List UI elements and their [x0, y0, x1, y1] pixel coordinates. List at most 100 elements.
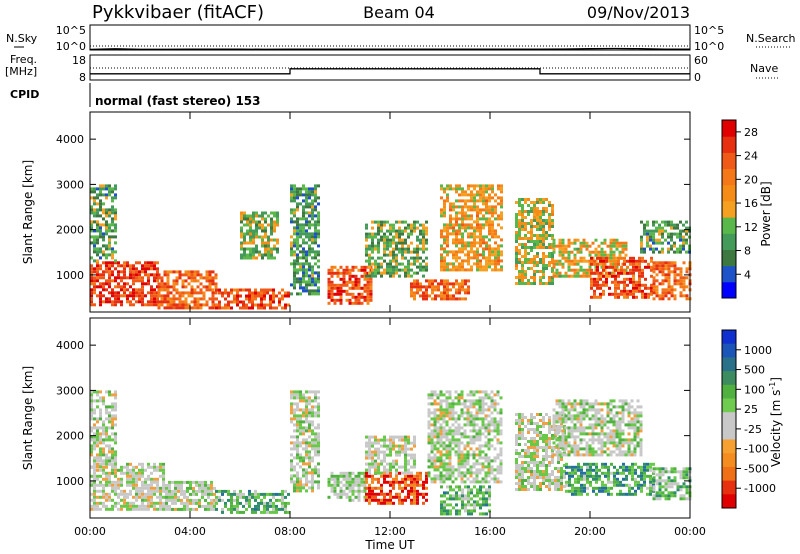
heatmap-cell — [472, 462, 476, 466]
heatmap-cell — [649, 238, 652, 242]
heatmap-cell — [673, 270, 677, 274]
heatmap-cell — [160, 303, 164, 307]
heatmap-cell — [96, 187, 99, 191]
heatmap-cell — [144, 483, 147, 487]
heatmap-cell — [96, 453, 99, 457]
heatmap-cell — [449, 497, 452, 501]
heatmap-cell — [419, 223, 422, 227]
heatmap-cell — [302, 217, 305, 221]
heatmap-cell — [365, 250, 368, 254]
heatmap-cell — [629, 259, 632, 263]
heatmap-cell — [485, 205, 488, 209]
heatmap-cell — [679, 270, 683, 274]
heatmap-cell — [585, 247, 589, 251]
heatmap-cell — [440, 494, 443, 498]
heatmap-cell — [317, 450, 320, 454]
heatmap-cell — [273, 247, 276, 251]
heatmap-cell — [458, 509, 461, 513]
heatmap-cell — [467, 503, 470, 507]
heatmap-cell — [490, 471, 494, 475]
heatmap-cell — [439, 459, 443, 463]
heatmap-cell — [293, 220, 296, 224]
heatmap-cell — [676, 223, 679, 227]
heatmap-cell — [111, 250, 114, 254]
heatmap-cell — [644, 292, 647, 296]
heatmap-cell — [491, 184, 494, 188]
heatmap-cell — [368, 435, 371, 439]
heatmap-cell — [308, 435, 311, 439]
heatmap-cell — [281, 492, 284, 496]
heatmap-cell — [314, 238, 317, 242]
heatmap-cell — [365, 444, 368, 448]
power-colorbar-tick-label: 20 — [744, 173, 758, 186]
heatmap-cell — [475, 423, 479, 427]
heatmap-cell — [348, 489, 352, 493]
heatmap-cell — [650, 265, 653, 269]
heatmap-cell — [123, 495, 126, 499]
heatmap-cell — [460, 435, 464, 439]
heatmap-cell — [530, 267, 533, 270]
heatmap-cell — [433, 468, 437, 472]
heatmap-cell — [240, 226, 243, 230]
heatmap-cell — [311, 232, 314, 236]
heatmap-cell — [464, 485, 467, 489]
heatmap-cell — [102, 450, 105, 454]
heatmap-cell — [360, 274, 364, 278]
heatmap-cell — [451, 414, 455, 418]
heatmap-cell — [428, 279, 431, 283]
heatmap-cell — [484, 414, 488, 418]
heatmap-cell — [236, 504, 239, 508]
heatmap-cell — [558, 238, 562, 242]
heatmap-cell — [166, 279, 170, 283]
heatmap-cell — [612, 250, 616, 254]
heatmap-cell — [479, 497, 482, 501]
heatmap-cell — [196, 273, 200, 277]
heatmap-cell — [661, 279, 665, 283]
heatmap-cell — [416, 474, 419, 478]
heatmap-cell — [548, 216, 551, 219]
heatmap-cell — [673, 232, 676, 236]
heatmap-cell — [579, 268, 583, 272]
heatmap-cell — [342, 271, 346, 275]
heatmap-cell — [281, 294, 284, 298]
heatmap-cell — [159, 498, 162, 502]
heatmap-cell — [467, 232, 470, 236]
heatmap-cell — [407, 474, 410, 478]
power-colorbar-swatch — [722, 136, 736, 153]
heatmap-cell — [111, 217, 114, 221]
heatmap-cell — [433, 474, 437, 478]
heatmap-cell — [407, 435, 410, 439]
heatmap-cell — [649, 235, 652, 239]
power-colorbar-tick-label: 4 — [744, 268, 751, 281]
heatmap-cell — [410, 256, 413, 260]
heatmap-cell — [440, 268, 443, 272]
heatmap-cell — [436, 402, 440, 406]
heatmap-cell — [102, 244, 105, 248]
heatmap-cell — [345, 486, 349, 490]
heatmap-cell — [442, 414, 446, 418]
heatmap-cell — [221, 510, 224, 514]
heatmap-cell — [609, 256, 613, 260]
heatmap-cell — [641, 289, 644, 293]
heatmap-cell — [676, 267, 680, 271]
heatmap-cell — [431, 279, 434, 283]
heatmap-cell — [401, 232, 404, 236]
heatmap-cell — [395, 229, 398, 233]
heatmap-cell — [199, 297, 203, 301]
heatmap-cell — [187, 291, 191, 295]
heatmap-cell — [162, 501, 165, 505]
heatmap-cell — [425, 480, 428, 484]
heatmap-cell — [105, 471, 108, 475]
heatmap-cell — [667, 223, 670, 227]
heatmap-cell — [363, 265, 367, 269]
heatmap-cell — [620, 268, 623, 272]
heatmap-cell — [410, 223, 413, 227]
heatmap-cell — [404, 456, 407, 460]
heatmap-cell — [159, 501, 162, 505]
heatmap-cell — [366, 289, 370, 293]
heatmap-cell — [351, 280, 355, 284]
heatmap-cell — [427, 402, 431, 406]
heatmap-cell — [147, 498, 150, 502]
heatmap-cell — [311, 208, 314, 212]
heatmap-cell — [299, 417, 302, 421]
